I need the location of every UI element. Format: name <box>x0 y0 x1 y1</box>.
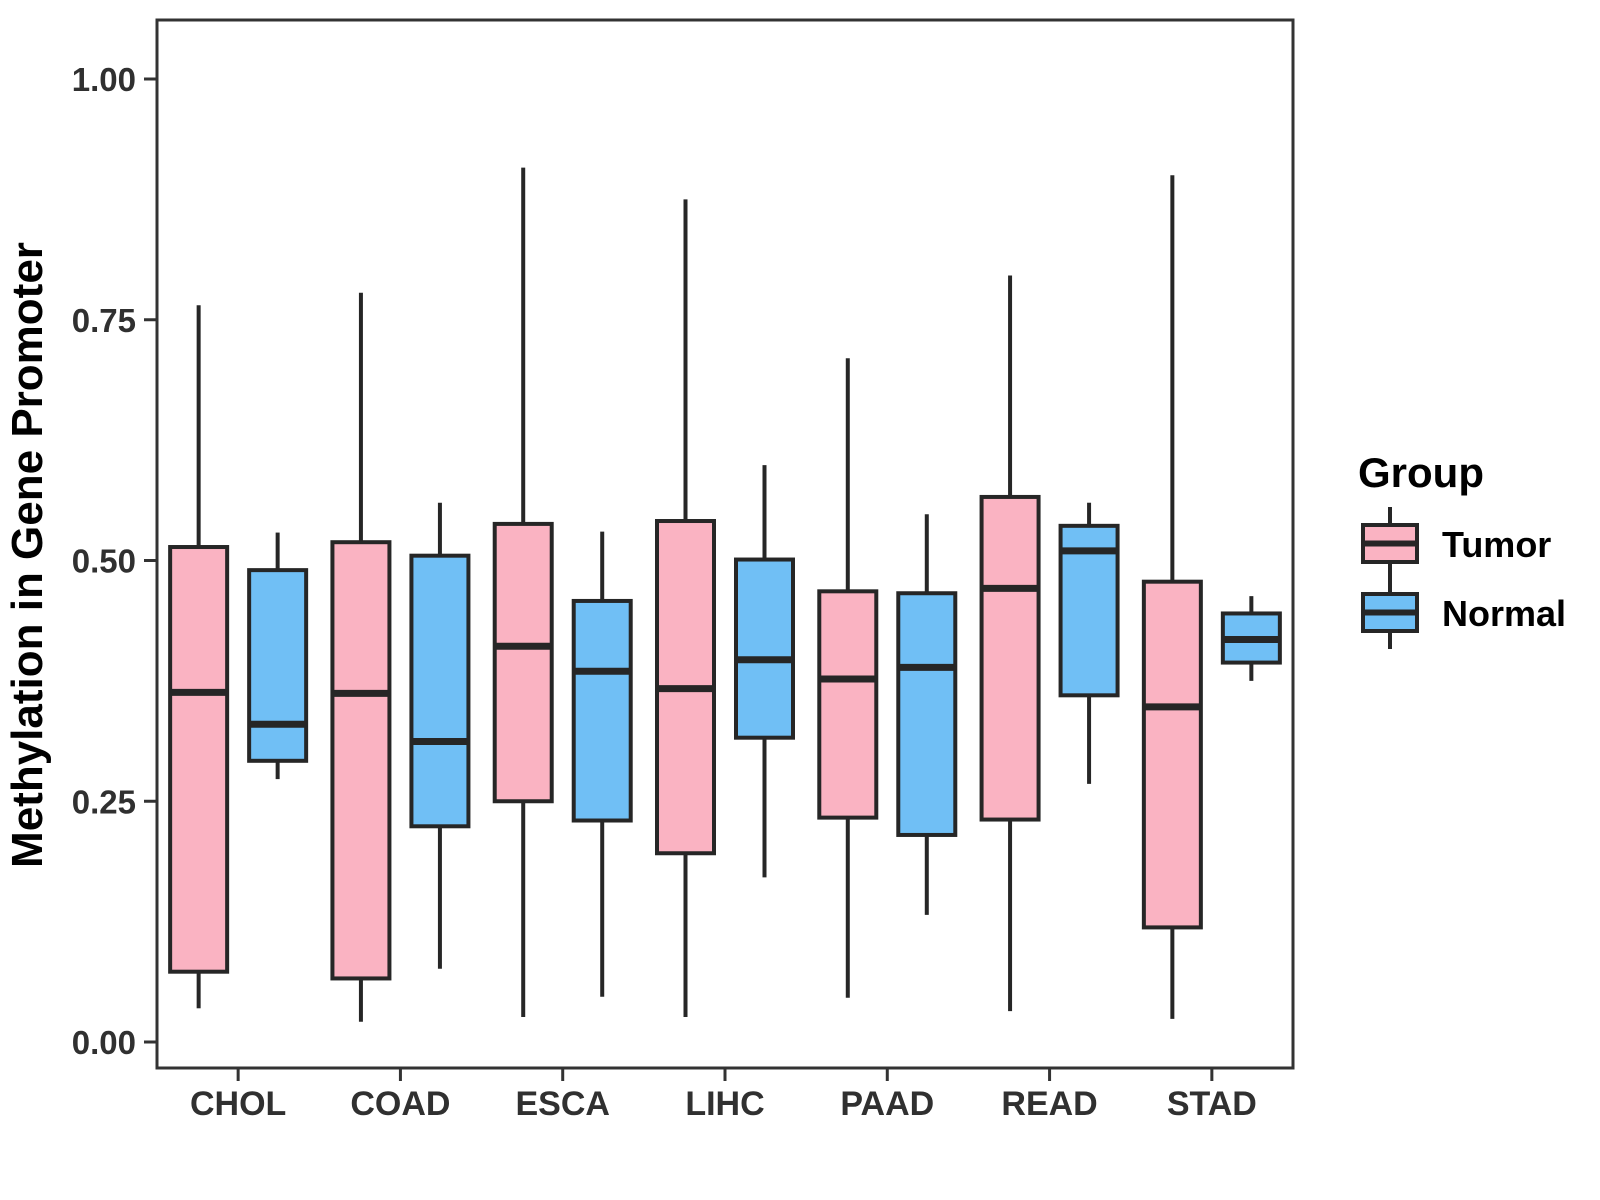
box-STAD-Tumor <box>1141 175 1203 1019</box>
box-PAAD-Tumor <box>817 358 879 998</box>
box-rect <box>492 521 554 804</box>
box-rect <box>571 598 633 823</box>
y-tick-label: 0.75 <box>72 302 136 339</box>
x-tick-label: STAD <box>1167 1085 1257 1123</box>
x-tick-label: ESCA <box>515 1085 609 1123</box>
plot-panel <box>157 20 1293 1068</box>
x-tick-label: READ <box>1001 1085 1097 1123</box>
box-ESCA-Normal <box>571 531 633 997</box>
y-tick-label: 0.50 <box>72 543 136 580</box>
box-rect <box>817 589 879 820</box>
box-rect <box>1141 579 1203 930</box>
y-axis-title: Methylation in Gene Promoter <box>3 242 52 868</box>
boxplot-marks <box>168 167 1282 1022</box>
y-tick-label: 1.00 <box>72 61 136 98</box>
y-tick-label: 0.00 <box>72 1024 136 1061</box>
y-tick-label: 0.25 <box>72 783 136 820</box>
box-LIHC-Normal <box>734 465 795 878</box>
box-ESCA-Tumor <box>492 167 554 1017</box>
box-LIHC-Tumor <box>655 199 716 1017</box>
box-rect <box>330 540 392 981</box>
x-tick-label: LIHC <box>685 1085 764 1123</box>
box-rect <box>979 494 1041 822</box>
x-tick-label: PAAD <box>840 1085 934 1123</box>
box-CHOL-Tumor <box>168 305 230 1009</box>
box-STAD-Normal <box>1220 596 1282 681</box>
box-PAAD-Normal <box>896 514 958 915</box>
box-CHOL-Normal <box>247 532 309 780</box>
legend: Group Tumor Normal <box>1358 449 1566 649</box>
legend-key-tumor: Tumor <box>1361 507 1551 580</box>
box-rect <box>168 545 230 974</box>
axes: 0.00 0.25 0.50 0.75 1.00 CHOL COAD ESCA LIHC PAAD… <box>72 61 1257 1123</box>
x-tick-label: COAD <box>350 1085 450 1123</box>
x-tick-label: CHOL <box>190 1085 286 1123</box>
box-rect <box>896 591 958 837</box>
legend-label-tumor: Tumor <box>1442 524 1551 565</box>
box-rect <box>247 568 309 763</box>
box-rect <box>409 553 471 829</box>
box-rect <box>734 557 795 740</box>
box-READ-Normal <box>1058 502 1120 784</box>
box-READ-Tumor <box>979 275 1041 1012</box>
legend-title: Group <box>1358 449 1484 496</box>
box-COAD-Normal <box>409 502 471 969</box>
box-COAD-Tumor <box>330 292 392 1022</box>
legend-label-normal: Normal <box>1442 593 1566 634</box>
legend-key-normal: Normal <box>1361 576 1566 649</box>
